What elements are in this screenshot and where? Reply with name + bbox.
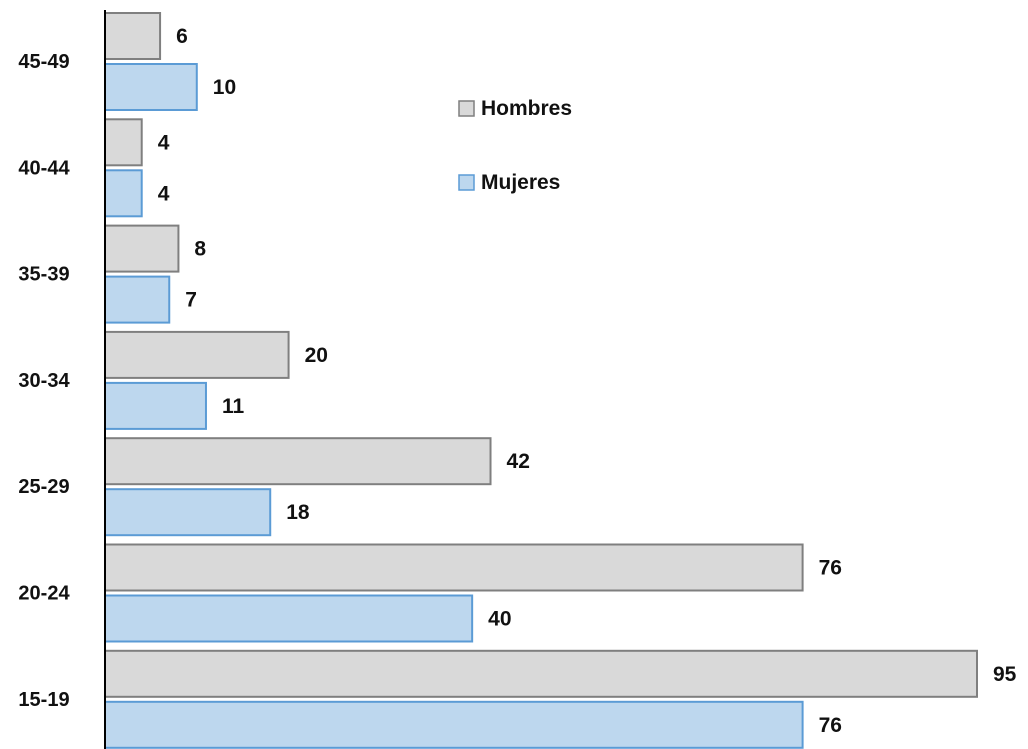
category-label-25-29: 25-29: [18, 476, 69, 498]
category-label-20-24: 20-24: [18, 583, 70, 605]
bar-mujeres-15-19: [104, 700, 804, 749]
category-label-30-34: 30-34: [18, 370, 70, 392]
legend-swatch-mujeres: [458, 174, 475, 191]
labels-layer: 6 10 45-49 4 4 40-44 8 7 35-39 20 11 30-34 42 18 25-29…: [18, 25, 1016, 737]
bar-mujeres-35-39: [104, 275, 171, 324]
data-label-mujeres-25-29: 18: [286, 501, 310, 524]
bar-hombres-25-29: [104, 437, 492, 486]
data-label-mujeres-35-39: 7: [185, 289, 197, 312]
bar-mujeres-25-29: [104, 488, 272, 537]
bar-hombres-30-34: [104, 330, 290, 379]
legend: Hombres Mujeres: [458, 97, 572, 194]
data-label-hombres-35-39: 8: [194, 238, 206, 261]
data-label-hombres-40-44: 4: [158, 131, 170, 154]
data-label-mujeres-45-49: 10: [213, 76, 236, 99]
data-label-mujeres-40-44: 4: [158, 182, 170, 205]
bar-mujeres-20-24: [104, 594, 474, 643]
bar-hombres-40-44: [104, 118, 143, 167]
category-label-35-39: 35-39: [18, 264, 69, 286]
bar-hombres-35-39: [104, 224, 180, 273]
data-label-hombres-20-24: 76: [819, 557, 842, 580]
legend-swatch-hombres: [458, 100, 475, 117]
category-label-15-19: 15-19: [18, 689, 69, 711]
legend-label-hombres: Hombres: [481, 97, 572, 120]
bar-mujeres-40-44: [104, 169, 143, 218]
bar-hombres-20-24: [104, 543, 804, 592]
data-label-hombres-15-19: 95: [993, 663, 1017, 686]
category-label-40-44: 40-44: [18, 157, 70, 179]
bar-hombres-15-19: [104, 649, 978, 698]
data-label-hombres-45-49: 6: [176, 25, 188, 48]
bar-mujeres-45-49: [104, 63, 198, 111]
category-label-45-49: 45-49: [18, 51, 69, 73]
data-label-hombres-25-29: 42: [507, 450, 530, 473]
bars-layer: [104, 12, 978, 749]
data-label-hombres-30-34: 20: [305, 344, 328, 367]
bar-mujeres-30-34: [104, 381, 207, 430]
legend-label-mujeres: Mujeres: [481, 171, 560, 194]
data-label-mujeres-15-19: 76: [819, 714, 842, 737]
bar-hombres-45-49: [104, 12, 162, 60]
data-label-mujeres-30-34: 11: [222, 395, 245, 418]
data-label-mujeres-20-24: 40: [488, 608, 511, 631]
